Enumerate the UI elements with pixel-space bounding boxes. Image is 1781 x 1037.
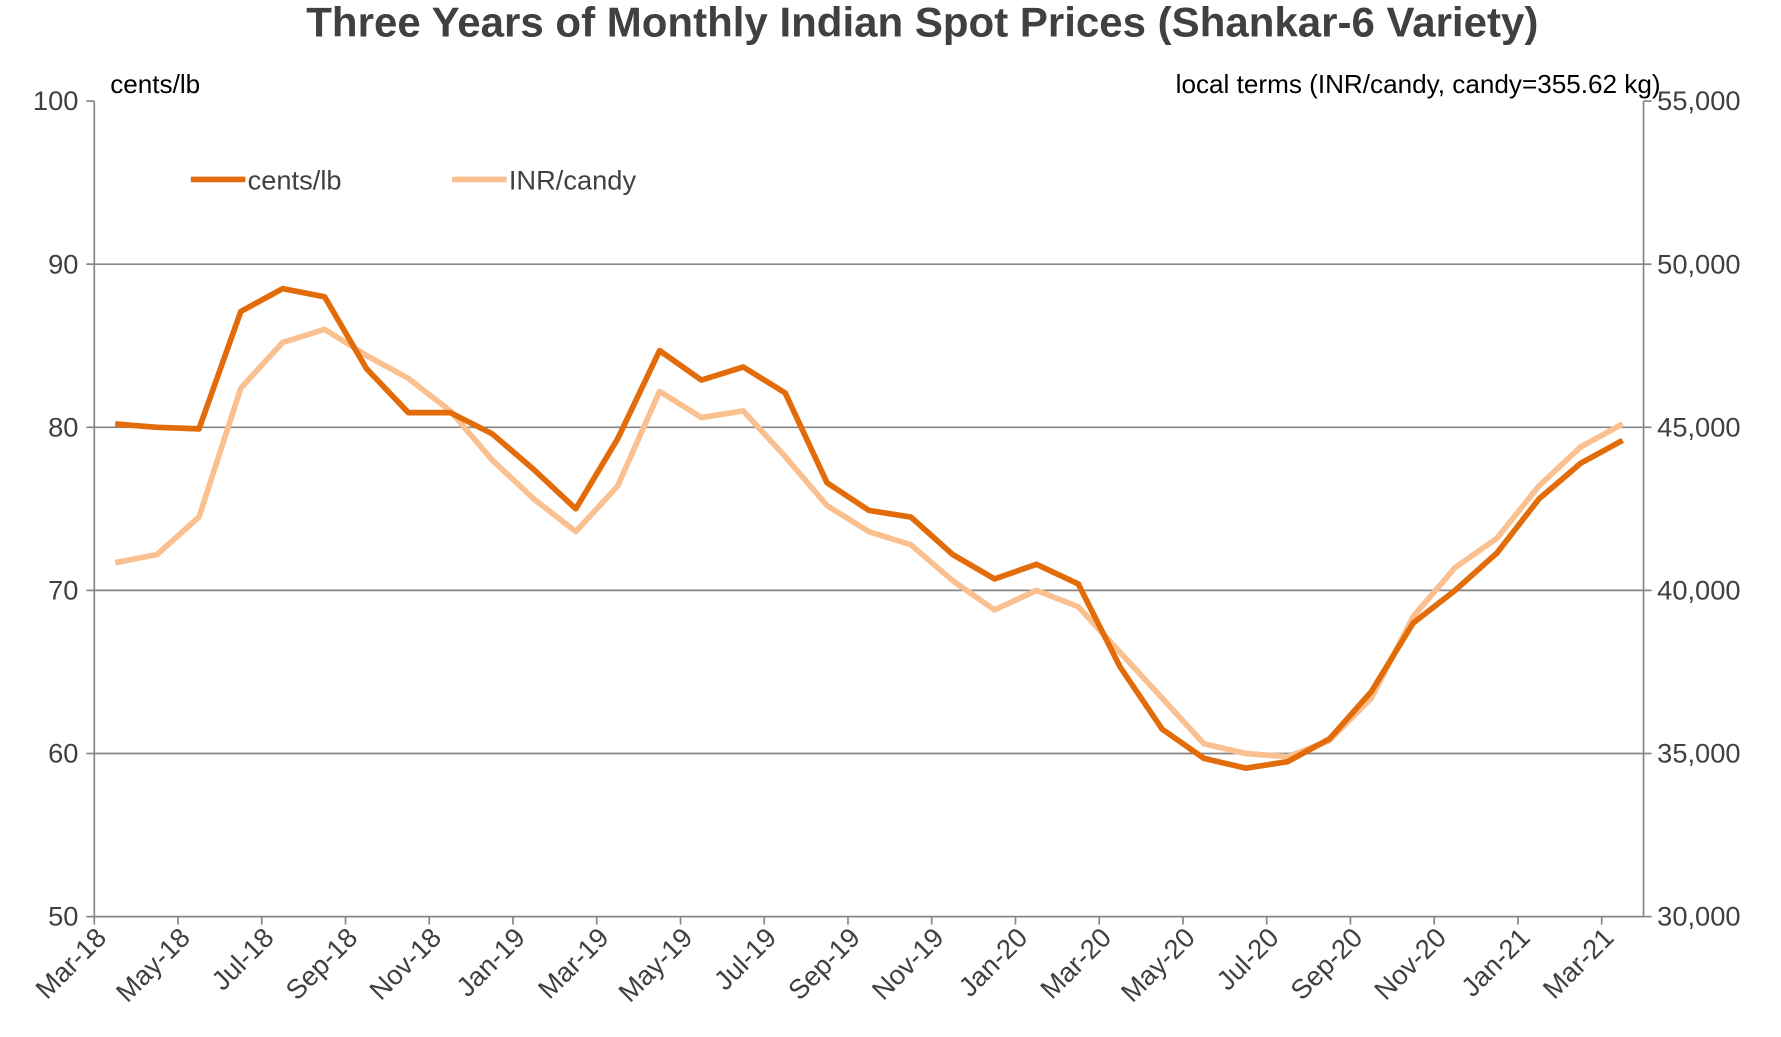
x-tick-label: May-19 — [612, 922, 698, 1008]
series-line — [114, 285, 1625, 771]
x-tick-label: Nov-20 — [1368, 922, 1452, 1006]
x-tick-label: Jul-20 — [1210, 922, 1284, 996]
legend-label: INR/candy — [509, 165, 637, 196]
y2-tick-label: 30,000 — [1657, 901, 1740, 932]
x-tick-label: Nov-18 — [363, 922, 447, 1006]
y2-tick-label: 45,000 — [1657, 411, 1740, 442]
x-tick-label: Nov-19 — [866, 922, 950, 1006]
y2-tick-label: 35,000 — [1657, 738, 1740, 769]
x-tick-label: Mar-18 — [29, 922, 112, 1005]
x-tick-label: Jan-20 — [953, 922, 1034, 1003]
x-tick-label: Jan-21 — [1455, 922, 1536, 1003]
x-tick-label: May-20 — [1115, 922, 1201, 1008]
x-tick-label: Mar-21 — [1537, 922, 1620, 1005]
x-tick-label: Sep-19 — [782, 922, 866, 1006]
y-tick-label: 90 — [48, 248, 78, 279]
y-tick-label: 60 — [48, 738, 78, 769]
x-tick-label: Jul-19 — [708, 922, 782, 996]
x-tick-label: Sep-20 — [1284, 922, 1368, 1006]
y-tick-label: 50 — [48, 901, 78, 932]
legend-label: cents/lb — [248, 165, 342, 196]
y-tick-label: 100 — [33, 85, 78, 116]
y-tick-label: 80 — [48, 411, 78, 442]
x-tick-label: May-18 — [110, 922, 196, 1008]
x-tick-label: Jul-18 — [205, 922, 279, 996]
x-tick-label: Jan-19 — [450, 922, 531, 1003]
series-line — [114, 326, 1625, 760]
y2-axis-title: local terms (INR/candy, candy=355.62 kg) — [1176, 69, 1661, 99]
chart-title: Three Years of Monthly Indian Spot Price… — [306, 0, 1538, 45]
y-axis-title: cents/lb — [110, 69, 200, 99]
x-tick-label: Mar-20 — [1034, 922, 1117, 1005]
y2-tick-label: 40,000 — [1657, 574, 1740, 605]
y2-tick-label: 55,000 — [1657, 85, 1740, 116]
y-tick-label: 70 — [48, 574, 78, 605]
x-tick-label: Mar-19 — [532, 922, 615, 1005]
x-tick-label: Sep-18 — [279, 922, 363, 1006]
grid — [94, 263, 1644, 755]
y2-tick-label: 50,000 — [1657, 248, 1740, 279]
